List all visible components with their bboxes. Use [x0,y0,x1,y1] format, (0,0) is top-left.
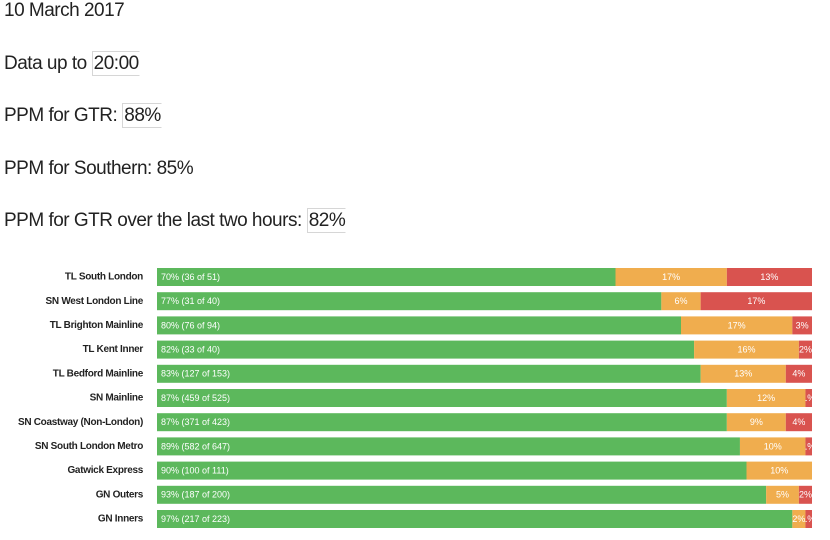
bar-segment [615,268,727,286]
bar-segment [157,461,747,480]
value-label: 93% (187 of 200) [161,490,230,500]
info: 10 March 2017 Data up to 20:00 PPM for GTR:… [4,0,347,263]
value-label: 5% [776,490,789,500]
bar-segment [157,510,793,528]
info-line: PPM for Southern: 85% [4,158,346,211]
bar-segment [726,268,812,286]
bar-segment [157,485,767,504]
value-label: 9% [750,417,763,427]
bar-segment [157,389,727,407]
value-label: 97% (217 of 223) [161,514,230,524]
info-line: PPM for GTR over the last two hours: 82% [4,208,347,263]
info-value: 20:00 [91,50,140,76]
bar-segment [681,316,793,335]
bar-segment [798,485,812,504]
bar-segment [792,510,806,528]
info-label: PPM for GTR over the last two hours: [4,210,302,231]
bar-segment [766,485,799,504]
category-label: TL Brighton Mainline [50,320,144,331]
bar-segment [157,340,695,359]
bar-segment [694,340,799,359]
info-label: 10 March 2017 [4,0,125,21]
info-value: 88% [122,103,162,128]
value-label: 82% (33 of 40) [161,344,220,354]
value-label: 77% (31 of 40) [161,296,220,306]
value-label: 17% [728,320,746,330]
bar-segment [726,389,806,407]
category-label: SN South London Metro [35,441,143,452]
chart: TL South London 70% (36 of 51) 17% 13% SN We… [18,268,815,528]
value-label: 80% (76 of 94) [161,320,220,330]
bar-segment [157,316,681,335]
value-label: 16% [737,344,755,354]
bar-segment [785,413,812,432]
category-label: TL Kent Inner [83,344,144,355]
value-label: 2% [792,514,805,524]
category-label: SN West London Line [46,296,144,307]
info-label: Data up to [4,52,87,74]
bar-segment [798,340,812,359]
value-label: 13% [734,369,752,379]
value-label: 4% [792,417,805,427]
value-label: 6% [674,296,687,306]
category-label: GN Outers [96,489,144,500]
value-label: 10% [764,441,782,451]
bar-segment [805,389,812,407]
bar-segment [805,510,812,528]
bar-segment [739,437,806,456]
category-label: Gatwick Express [67,465,143,476]
bar-segment [726,413,786,432]
value-label: 2% [799,344,812,354]
value-label: 83% (127 of 153) [161,369,230,379]
bar-segment [700,364,786,383]
category-label: TL South London [65,272,143,283]
category-label: SN Mainline [90,393,144,404]
value-label: 1% [802,514,815,524]
value-label: 89% (582 of 647) [161,441,230,451]
value-label: 70% (36 of 51) [161,272,220,282]
bar-segment [792,316,812,335]
value-label: 17% [747,296,765,306]
value-label: 1% [802,441,815,451]
bar-segment [157,437,740,456]
value-label: 87% (459 of 525) [161,393,230,403]
category-label: SN Coastway (Non-London) [18,417,143,428]
value-label: 10% [770,465,788,475]
info-line: Data up to 20:00 [4,50,346,106]
value-label: 1% [802,393,815,403]
bar-segment [700,292,812,311]
value-label: 4% [792,369,805,379]
value-label: 90% (100 of 111) [161,465,229,475]
bar-segment [661,292,701,311]
bar-segment [157,268,616,286]
bar-segment [805,437,812,456]
value-label: 2% [799,490,812,500]
bar-segment [157,364,701,383]
bar-segment [157,292,662,311]
value-label: 17% [662,272,680,282]
info-line: 10 March 2017 [4,0,346,53]
info-label: PPM for Southern: 85% [4,157,194,179]
bar-segment [746,461,812,480]
value-label: 12% [757,393,775,403]
bar-segment [157,413,727,432]
value-label: 3% [796,320,809,330]
value-label: 87% (371 of 423) [161,417,230,427]
bar-segment [785,364,812,383]
value-label: 13% [760,272,778,282]
category-label: TL Bedford Mainline [53,368,144,379]
category-label: GN Inners [98,514,144,525]
info-label: PPM for GTR: [4,105,118,126]
info-value: 82% [306,208,347,233]
info-line: PPM for GTR: 88% [4,103,346,158]
